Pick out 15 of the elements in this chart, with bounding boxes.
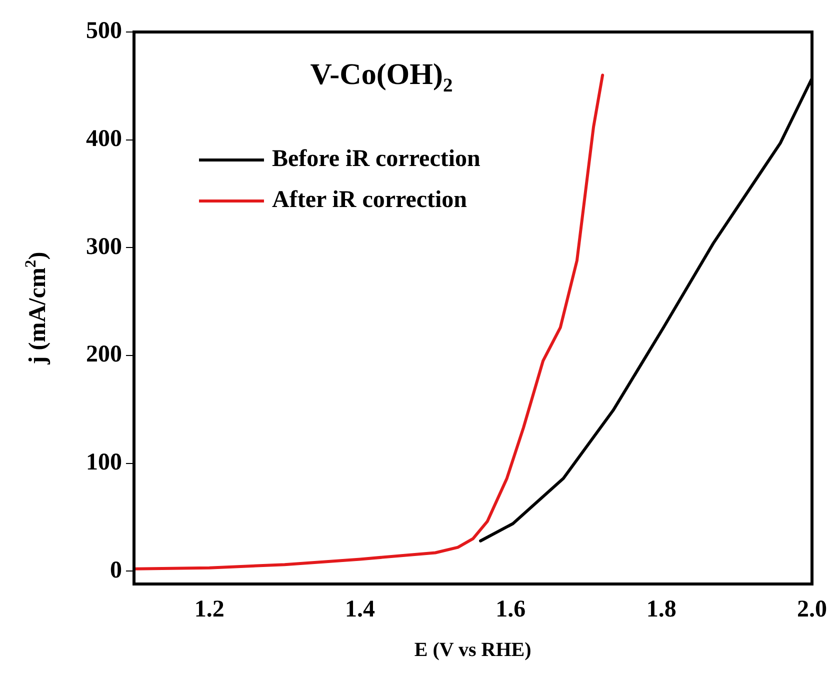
x-tick-label: 1.4 bbox=[345, 596, 375, 623]
x-tick-label: 2.0 bbox=[797, 596, 827, 623]
y-tick-label: 500 bbox=[86, 18, 122, 44]
x-tick-label: 1.6 bbox=[496, 596, 526, 623]
legend-label: After iR correction bbox=[272, 187, 468, 214]
x-tick-label: 1.8 bbox=[646, 596, 676, 623]
y-tick-label: 100 bbox=[86, 449, 122, 476]
y-axis-title: j (mA/cm2) bbox=[22, 252, 51, 366]
y-tick-label: 400 bbox=[86, 126, 122, 152]
legend-label: Before iR correction bbox=[272, 146, 480, 172]
x-axis-title: E (V vs RHE) bbox=[414, 639, 532, 661]
y-tick-label: 200 bbox=[86, 342, 122, 368]
y-tick-label: 300 bbox=[86, 234, 122, 260]
y-tick-label: 0 bbox=[110, 557, 122, 584]
x-tick-label: 1.2 bbox=[194, 596, 224, 623]
